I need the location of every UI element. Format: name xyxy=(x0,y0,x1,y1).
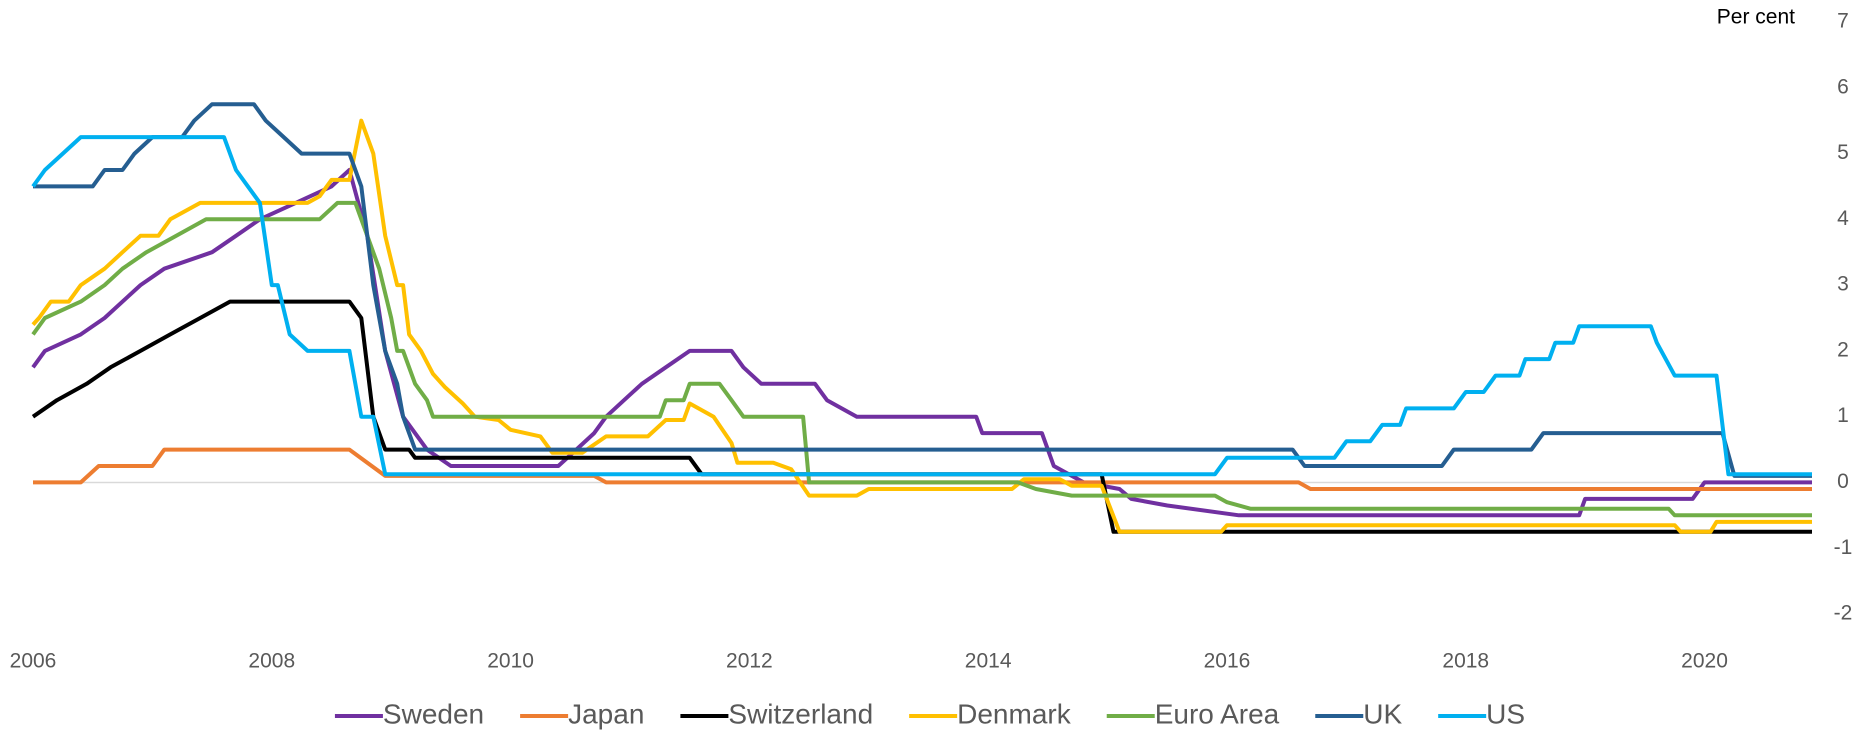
legend-label: Switzerland xyxy=(728,698,873,729)
y-tick-label: 5 xyxy=(1837,141,1849,164)
series-line xyxy=(31,118,1812,534)
y-tick-label: 1 xyxy=(1837,404,1849,427)
series-line xyxy=(33,102,1812,478)
series-line xyxy=(31,135,1812,477)
y-tick-label: 3 xyxy=(1837,273,1849,296)
x-tick-label: 2008 xyxy=(248,650,295,673)
y-tick-label: 0 xyxy=(1837,470,1849,493)
x-tick-label: 2010 xyxy=(487,650,534,673)
x-tick-label: 2016 xyxy=(1204,650,1251,673)
x-tick-label: 2014 xyxy=(965,650,1012,673)
series-line xyxy=(31,200,1812,518)
legend-label: Euro Area xyxy=(1155,698,1280,729)
legend-label: UK xyxy=(1363,698,1402,729)
x-tick-label: 2018 xyxy=(1442,650,1489,673)
legend-label: Sweden xyxy=(383,698,484,729)
legend-label: Japan xyxy=(568,698,644,729)
y-axis-label: Per cent xyxy=(1717,6,1795,29)
series-line xyxy=(33,447,1812,491)
legend-label: US xyxy=(1486,698,1525,729)
x-tick-label: 2006 xyxy=(10,650,57,673)
legend: Sweden Japan Switzerland Denmark Euro Area UK… xyxy=(334,698,1525,729)
legend-label: Denmark xyxy=(957,698,1072,729)
y-tick-label: 4 xyxy=(1837,207,1849,230)
x-tick-label: 2012 xyxy=(726,650,773,673)
y-tick-label: 6 xyxy=(1837,75,1849,98)
x-tick-label: 2020 xyxy=(1681,650,1728,673)
y-tick-label: 7 xyxy=(1837,10,1849,33)
y-tick-label: -2 xyxy=(1834,602,1853,625)
y-tick-label: -1 xyxy=(1834,536,1853,559)
y-tick-label: 2 xyxy=(1837,338,1849,361)
